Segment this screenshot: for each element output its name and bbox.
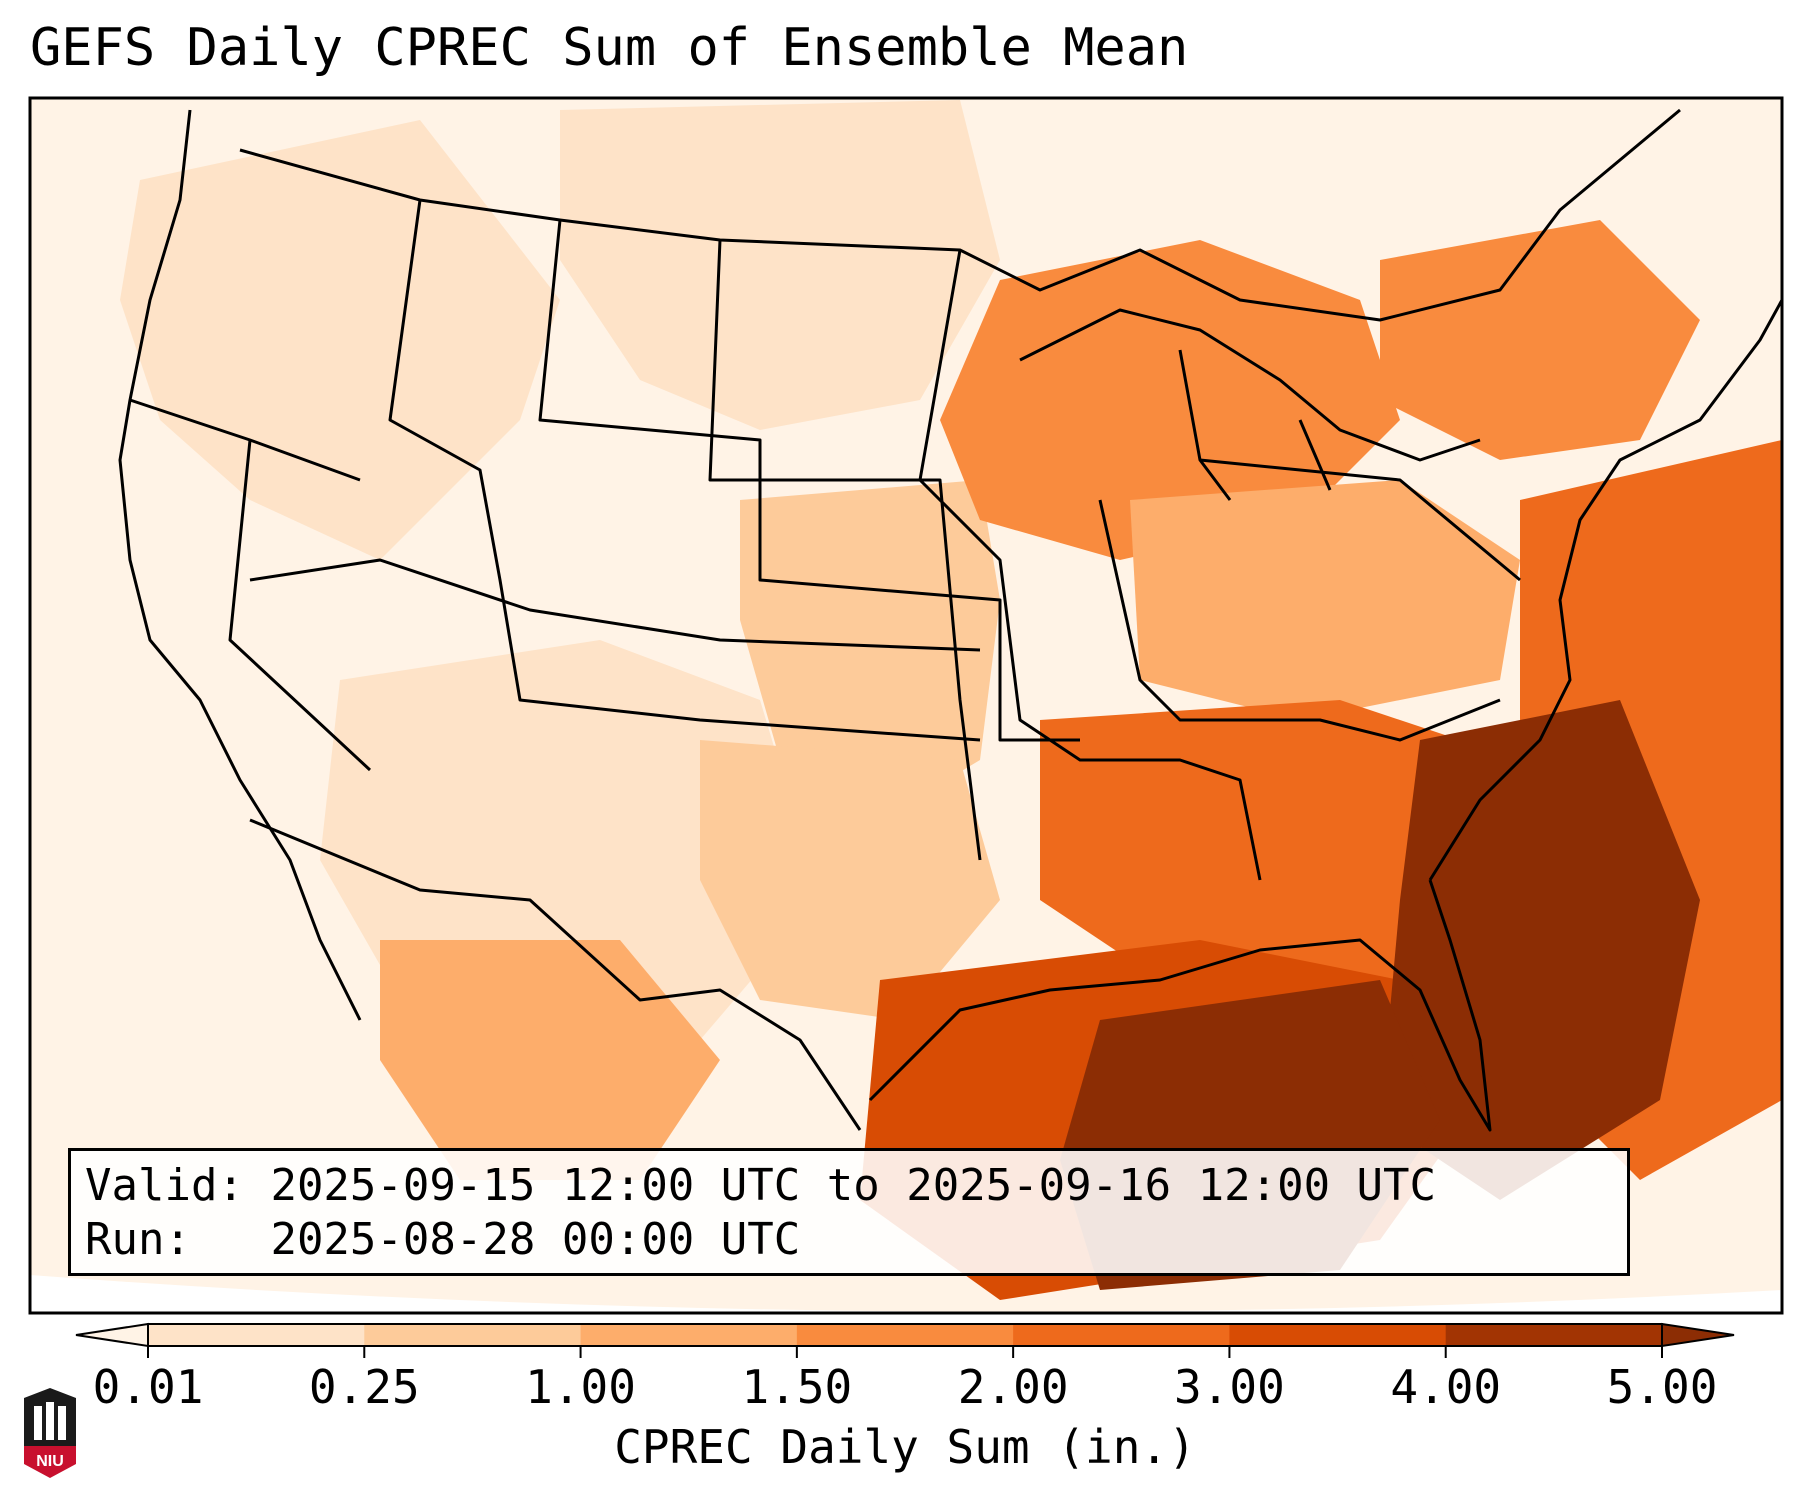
colorbar-tick-label: 5.00 [1606,1360,1718,1414]
precip-field-texas [700,740,1000,1020]
interior-line-3 [708,239,982,861]
colorbar-tick-label: 3.00 [1174,1360,1285,1414]
run-info-box: Valid: 2025-09-15 12:00 UTC to 2025-09-1… [68,1148,1630,1276]
valid-value: 2025-09-15 12:00 UTC to 2025-09-16 12:00… [270,1160,1437,1211]
state-borders [118,108,1782,1132]
colorbar-tick-label: 1.00 [525,1360,636,1414]
colorbar-tick-label: 0.25 [308,1360,420,1414]
precip-field-midwest [940,240,1400,560]
colorbar-segment [1445,1324,1663,1346]
precip-field-max-offshore [1380,700,1700,1200]
precip-field-northernplains [560,100,1000,430]
interior-line-8 [129,398,372,772]
colorbar-segment [148,1324,365,1346]
colorbar-tick-label: 1.50 [741,1360,853,1414]
precip-field-west [120,120,560,560]
colorbar-tick-label: 2.00 [957,1360,1069,1414]
precip-field-plains [740,480,1000,820]
precip-field-north-mexico [380,940,720,1180]
canada-border [239,108,1681,322]
precip-field-ohio-valley [1130,480,1520,720]
mexico-border [249,818,862,1131]
interior-line-4 [918,249,1262,881]
colorbar-segment [796,1324,1014,1346]
logo-text: NIU [36,1453,64,1470]
interior-line-6 [1199,458,1521,582]
precip-field-northeast [1380,220,1700,460]
valid-label: Valid: [85,1160,244,1211]
west-coast [118,109,362,1021]
colorbar-extend-low [75,1322,149,1348]
niu-logo: NIU [24,1388,76,1478]
colorbar [75,1322,1735,1358]
interior-line-2 [538,219,1080,742]
east-coast [1428,299,1782,881]
run-label: Run: [85,1214,191,1265]
colorbar-segment [364,1324,582,1346]
interior-line-7 [249,558,981,652]
colorbar-tick-label: 0.01 [92,1360,204,1414]
run-value: 2025-08-28 00:00 UTC [270,1214,801,1265]
interior-line-1 [388,199,981,742]
colorbar-outline [147,1323,1663,1347]
colorbar-tick-label: 4.00 [1390,1360,1502,1414]
colorbar-title: CPREC Daily Sum (in.) [614,1420,1196,1474]
colorbar-segment [1013,1324,1230,1346]
gulf-coast [868,879,1492,1132]
interior-line-5 [1098,499,1501,742]
colorbar-segment [1229,1324,1447,1346]
colorbar-extend-high [1661,1322,1735,1348]
map-frame [28,96,1784,1315]
colorbar-segment [580,1324,798,1346]
map-title: GEFS Daily CPREC Sum of Ensemble Mean [30,18,1189,78]
